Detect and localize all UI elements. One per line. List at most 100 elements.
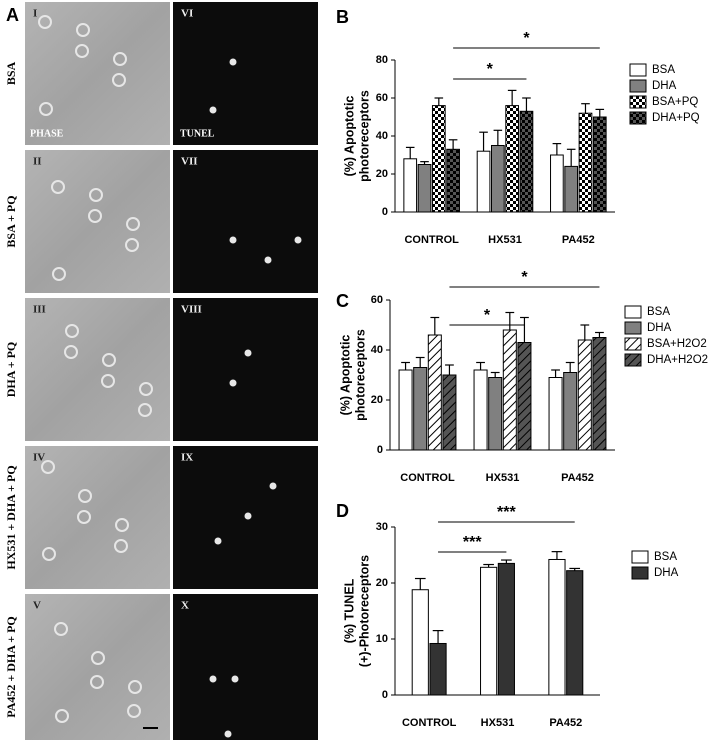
nucleus — [231, 675, 239, 683]
y-tick-label: 60 — [371, 294, 383, 306]
y-tick-label: 0 — [377, 444, 383, 456]
cell — [126, 217, 140, 231]
bar — [427, 334, 442, 451]
legend-swatch — [624, 353, 642, 367]
legend-swatch — [629, 79, 647, 93]
x-tick-label: HX531 — [486, 472, 520, 484]
bar — [446, 148, 460, 213]
legend-swatch — [624, 337, 642, 351]
cell — [112, 73, 126, 87]
row-label: PA452 + DHA + PQ — [4, 616, 18, 717]
cell — [75, 44, 89, 58]
cell — [102, 353, 116, 367]
y-axis-label: photoreceptors — [353, 329, 367, 421]
significance-label: * — [484, 307, 491, 324]
legend-swatch — [624, 305, 642, 319]
significance-label: * — [523, 30, 530, 47]
bar — [592, 116, 607, 213]
cell — [65, 324, 79, 338]
bar — [411, 589, 429, 696]
tunel-image — [173, 150, 318, 293]
bar — [413, 367, 428, 451]
legend-label: BSA+H2O2 — [647, 338, 707, 350]
legend-label: BSA+PQ — [652, 96, 698, 108]
cell — [42, 547, 56, 561]
numeral: VII — [181, 156, 198, 168]
y-tick-label: 20 — [376, 577, 388, 589]
cell — [64, 345, 78, 359]
x-tick-label: CONTROL — [402, 717, 457, 729]
x-tick-label: HX531 — [481, 717, 515, 729]
cell — [125, 238, 139, 252]
y-tick-label: 20 — [376, 168, 388, 180]
legend-label: BSA — [652, 64, 675, 76]
cell — [127, 704, 141, 718]
x-tick-label: PA452 — [561, 472, 594, 484]
panel-label: C — [336, 291, 349, 311]
cell — [113, 52, 127, 66]
bar — [502, 329, 517, 451]
y-tick-label: 0 — [382, 689, 388, 701]
cell — [101, 374, 115, 388]
y-tick-label: 20 — [371, 394, 383, 406]
row-label: DHA + PQ — [4, 342, 18, 398]
bar — [473, 369, 488, 451]
bar — [403, 158, 418, 213]
legend-swatch — [629, 63, 647, 77]
y-tick-label: 30 — [376, 521, 388, 533]
y-tick-label: 80 — [376, 54, 388, 66]
numeral: VI — [181, 8, 193, 20]
cell — [77, 510, 91, 524]
bar — [563, 372, 578, 451]
y-tick-label: 40 — [376, 130, 388, 142]
nucleus — [209, 106, 217, 114]
bar — [592, 337, 607, 451]
nucleus — [229, 236, 237, 244]
bar — [476, 150, 491, 213]
cell — [55, 709, 69, 723]
bar — [480, 566, 498, 696]
phase-image — [25, 446, 170, 589]
legend-label: BSA — [647, 306, 670, 318]
significance-label: * — [487, 61, 494, 78]
bar — [431, 105, 446, 213]
panel-label: B — [336, 7, 349, 27]
nucleus — [214, 537, 222, 545]
legend-swatch — [629, 111, 647, 125]
bar — [564, 165, 579, 213]
nucleus — [244, 349, 252, 357]
y-axis-label: (%) Apoptotic — [338, 335, 352, 416]
cell — [128, 680, 142, 694]
phase-label: PHASE — [30, 128, 64, 139]
cell — [115, 518, 129, 532]
numeral: X — [181, 600, 189, 612]
bar — [548, 377, 563, 451]
numeral: IX — [181, 452, 193, 464]
phase-image — [25, 594, 170, 740]
significance-label: * — [521, 269, 528, 286]
bar — [417, 164, 432, 213]
y-tick-label: 10 — [376, 633, 388, 645]
x-tick-label: PA452 — [549, 717, 582, 729]
numeral: V — [33, 600, 41, 612]
bar — [488, 377, 503, 451]
y-axis-label: photoreceptors — [357, 90, 371, 182]
numeral: III — [33, 304, 46, 316]
cell — [138, 403, 152, 417]
bar — [491, 145, 505, 213]
cell — [78, 489, 92, 503]
legend-label: DHA+H2O2 — [647, 354, 708, 366]
cell — [91, 651, 105, 665]
bar — [505, 105, 519, 213]
cell — [39, 102, 53, 116]
x-tick-label: PA452 — [562, 234, 595, 246]
cell — [54, 622, 68, 636]
cell — [88, 209, 102, 223]
nucleus — [269, 482, 277, 490]
cell — [90, 675, 104, 689]
legend-label: DHA+PQ — [652, 112, 700, 124]
legend-swatch — [629, 95, 647, 109]
cell — [139, 382, 153, 396]
x-tick-label: CONTROL — [400, 472, 455, 484]
cell — [76, 23, 90, 37]
